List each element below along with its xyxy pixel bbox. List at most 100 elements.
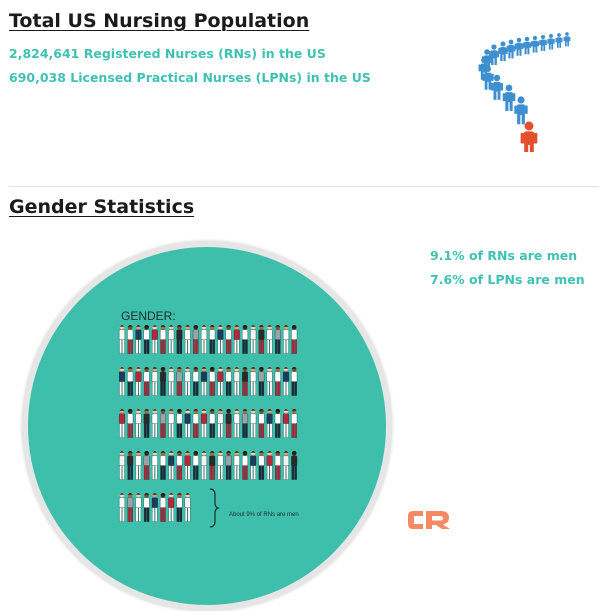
nurse-figure [283, 325, 289, 354]
nurse-figure [143, 325, 150, 354]
person-icon [506, 39, 516, 59]
nurse-figure [217, 366, 224, 396]
nurse-figure [233, 366, 240, 396]
nurse-figure [233, 450, 240, 480]
nurse-figure [250, 366, 257, 396]
nurse-figure [274, 325, 281, 354]
nurse-figure [225, 325, 232, 354]
gender-circle: GENDER: About 9% of RNs are men [28, 247, 386, 605]
person-icon [482, 65, 494, 90]
nurse-figure [242, 408, 248, 438]
leader-person-icon [520, 121, 538, 152]
nurse-figure [151, 492, 158, 522]
nurse-figure [209, 408, 216, 438]
nurse-figure [283, 366, 289, 396]
nurse-figure [127, 492, 134, 522]
nurse-figure [266, 325, 273, 354]
nurse-figure [176, 492, 183, 522]
nurse-figure [266, 450, 273, 480]
nurse-figure [274, 450, 281, 480]
nurse-figure [258, 450, 265, 480]
nurse-figure [151, 366, 158, 396]
nurse-figure [176, 366, 183, 396]
cr-logo-icon [408, 511, 450, 529]
section-divider [9, 186, 599, 187]
nurse-figure [266, 366, 273, 396]
nurse-figure [160, 450, 166, 480]
nurse-figure [258, 325, 265, 354]
nurse-figure [233, 325, 240, 354]
person-icon [563, 32, 571, 47]
nurse-figure [127, 408, 134, 438]
nurse-figure [119, 408, 125, 438]
nurse-figure [192, 325, 199, 354]
nurse-figure [283, 450, 289, 480]
nurse-figure [250, 450, 257, 480]
lpn-men-text: 7.6% of LPNs are men [430, 272, 585, 287]
person-icon [498, 41, 508, 62]
nurse-figure [291, 450, 298, 480]
gender-graphic-label: GENDER: [121, 309, 176, 323]
nurse-figure [242, 450, 248, 480]
nurse-figure [168, 325, 175, 354]
nurse-figure [168, 492, 175, 522]
nurse-figure [291, 366, 298, 396]
nurse-figure [217, 450, 224, 480]
person-icon [514, 96, 528, 125]
men-note-text: About 9% of RNs are men [229, 512, 299, 518]
nurse-figure [160, 492, 166, 522]
nurse-figure [160, 325, 166, 354]
gender-infographic: GENDER: About 9% of RNs are men [22, 241, 392, 611]
nurse-figure [258, 408, 265, 438]
nurse-figure [274, 408, 281, 438]
nurse-figure [201, 366, 207, 396]
nurse-figure [217, 325, 224, 354]
nurse-figure [168, 450, 175, 480]
nurse-figure [160, 408, 166, 438]
nurse-figure [135, 366, 142, 396]
nurse-figure [225, 450, 232, 480]
nurse-figure [192, 408, 199, 438]
nurse-figure [242, 325, 248, 354]
person-icon [514, 37, 524, 56]
nurse-figure [274, 366, 281, 396]
nurse-figure [209, 325, 216, 354]
nurse-figure [201, 408, 207, 438]
nurse-figure [151, 408, 158, 438]
nurse-figure [143, 492, 150, 522]
nurse-figure [225, 366, 232, 396]
nurse-figure [291, 325, 298, 354]
brace-mark [209, 488, 220, 528]
nurse-figure [209, 366, 216, 396]
rn-count-text: 2,824,641 Registered Nurses (RNs) in the… [9, 46, 326, 61]
nurse-figure [184, 325, 191, 354]
nurse-figure [217, 408, 224, 438]
nurse-figure [184, 366, 191, 396]
nurse-figure [184, 450, 191, 480]
nurse-figure [127, 366, 134, 396]
nurse-figure [135, 450, 142, 480]
person-icon [502, 84, 516, 111]
nurse-figure [192, 450, 199, 480]
nurse-crowd-illustration [119, 325, 298, 528]
line-of-people-icon [478, 32, 571, 152]
person-icon [530, 35, 540, 53]
nurse-figure [119, 325, 125, 354]
nurse-figure [184, 408, 191, 438]
nurse-figure [143, 408, 150, 438]
nurse-figure [242, 366, 248, 396]
nurse-figure [201, 450, 207, 480]
nurse-figure [176, 408, 183, 438]
nurse-figure [168, 366, 175, 396]
nurse-figure [176, 325, 183, 354]
nurse-figure [119, 366, 125, 396]
nurse-figure [151, 450, 158, 480]
person-icon [490, 74, 504, 100]
nurse-figure [291, 408, 298, 438]
nurse-figure [201, 325, 207, 354]
nurse-figure [283, 408, 289, 438]
nurse-figure [168, 408, 175, 438]
nurse-figure [135, 492, 142, 522]
gender-title: Gender Statistics [9, 196, 195, 218]
nurse-figure [209, 450, 216, 480]
